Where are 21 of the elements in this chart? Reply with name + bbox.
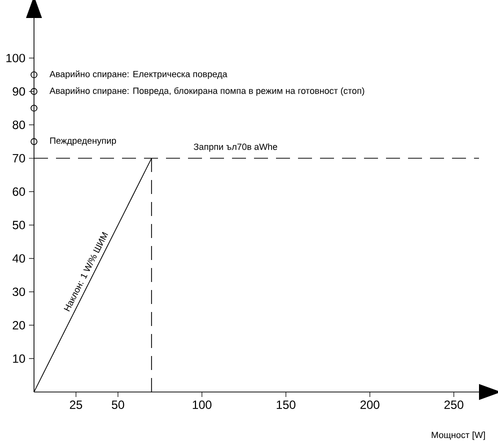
x-tick-label: 250: [444, 400, 464, 409]
x-tick-label: 150: [276, 400, 296, 409]
x-axis-title: Мощност [W]: [432, 432, 485, 440]
annotation: Запрпи ъл70в aWhe: [194, 143, 278, 152]
y-tick-label: 100: [6, 54, 26, 62]
y-tick-label: 80: [12, 120, 26, 130]
y-tick-label: 20: [12, 320, 26, 330]
x-tick-label: 50: [112, 400, 124, 409]
y-tick-label: 10: [13, 354, 26, 363]
x-tick-label: 200: [360, 400, 380, 409]
y-tick-label: 30: [12, 288, 26, 296]
y-tick-label: 40: [12, 254, 26, 263]
annotation: Аварийно спиране: Повреда, блокирана помпа в режим на готовност (стоп): [50, 87, 364, 96]
y-tick-label: 70: [12, 154, 26, 162]
annotation: Аварийно спиране: Електрическа повреда: [50, 70, 228, 80]
y-tick-label: 60: [12, 187, 26, 196]
x-tick-label: 25: [70, 400, 82, 409]
annotation: Пеждреденупир: [50, 138, 116, 146]
y-tick-label: 90: [12, 87, 26, 96]
y-tick-label: 50: [12, 220, 26, 230]
x-tick-label: 100: [192, 400, 212, 409]
